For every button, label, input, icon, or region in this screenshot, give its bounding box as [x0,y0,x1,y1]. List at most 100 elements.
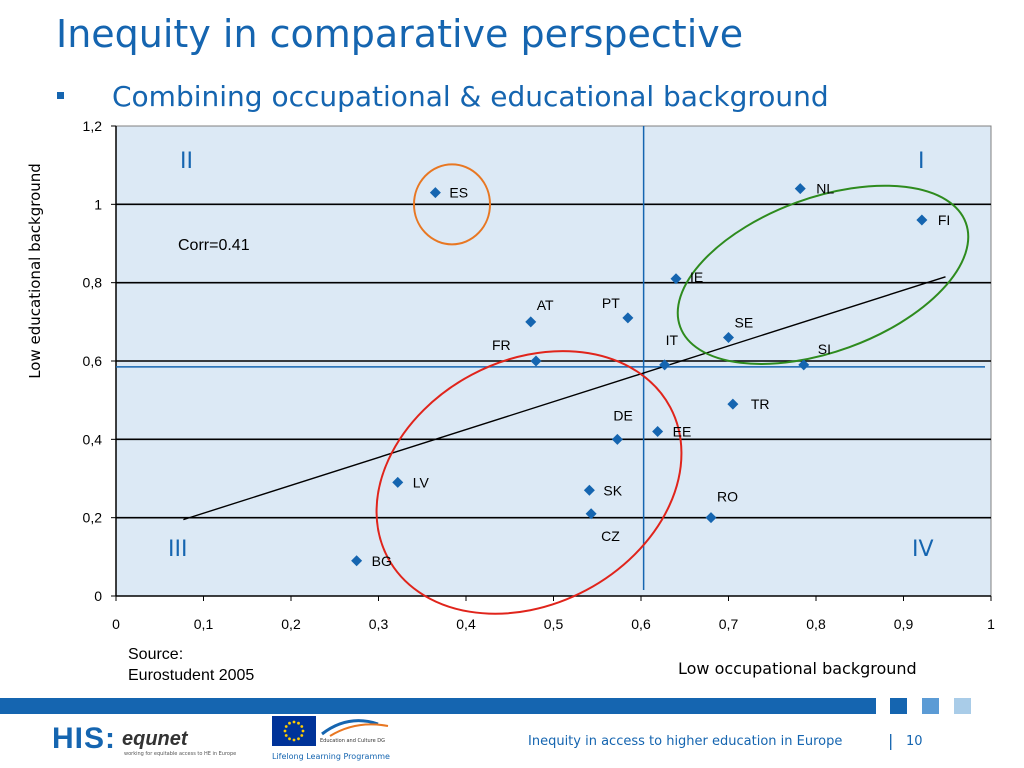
data-point-ro [705,512,717,524]
point-label-es: ES [449,185,468,201]
point-label-cz: CZ [601,528,620,544]
point-label-at: AT [537,297,554,313]
his-logo-colon: : [105,722,117,755]
equnet-logo: equnet [122,728,188,750]
quadrant-label-ii: II [180,149,193,174]
eu-star [292,738,296,742]
footer-square-medium [922,698,939,714]
point-label-ro: RO [717,489,738,505]
data-point-nl [794,183,806,195]
footer-square-dark [890,698,907,714]
data-point-cz [585,508,597,520]
data-point-at [525,316,537,328]
quadrant-label-i: I [918,149,925,174]
source-name: Eurostudent 2005 [128,667,255,684]
data-point-de [611,433,623,445]
y-tick-label: 0 [94,588,102,604]
slide-subtitle: Combining occupational & educational bac… [112,80,829,113]
eu-star [284,734,288,737]
bullet-icon [57,92,64,99]
point-label-pt: PT [602,295,620,311]
eu-star [288,721,291,725]
x-tick-label: 0 [112,616,120,632]
eu-programme-logo [318,716,394,746]
x-tick-label: 0,2 [281,616,301,632]
x-tick-label: 0,9 [894,616,914,632]
data-point-es [429,187,441,199]
eu-star [283,729,287,733]
x-tick-label: 0,6 [631,616,651,632]
eu-star [297,721,300,725]
data-point-pt [622,312,634,324]
data-point-si [798,359,810,371]
quadrant-label-iii: III [168,537,187,562]
footer-square-light [954,698,971,714]
correlation-annotation: Corr=0.41 [178,237,250,254]
data-point-fi [916,214,928,226]
x-tick-label: 0,7 [719,616,739,632]
x-tick-label: 1 [987,616,995,632]
his-logo-text: HIS [52,722,106,755]
y-axis-label: Low educational background [26,163,44,379]
point-label-se: SE [735,315,754,331]
highlight-circle-es [413,163,491,246]
footer-title: Inequity in access to higher education i… [528,734,843,749]
eu-star [292,720,296,724]
eu-star [297,737,300,741]
highlight-ellipse-bottom-left [375,350,683,615]
data-point-bg [351,555,363,567]
y-tick-label: 0,2 [83,510,103,526]
y-tick-label: 1,2 [83,118,103,134]
eu-star [301,729,305,733]
lifelong-learning-programme-text: Lifelong Learning Programme [272,752,390,761]
eu-flag-icon [272,716,316,746]
point-label-fr: FR [492,337,511,353]
point-label-ie: IE [690,269,703,285]
point-label-tr: TR [751,396,770,412]
point-label-sk: SK [603,482,622,498]
x-axis-label: Low occupational background [678,659,917,678]
source-label: Source: [128,646,184,663]
slide-title: Inequity in comparative perspective [56,12,744,56]
x-tick-label: 0,8 [806,616,826,632]
data-point-it [659,359,671,371]
y-tick-label: 1 [94,196,102,212]
x-tick-label: 0,5 [544,616,564,632]
footer-separator: | [888,731,894,750]
y-tick-label: 0,4 [83,431,103,447]
y-tick-label: 0,8 [83,275,103,291]
point-label-ee: EE [673,424,692,440]
his-logo: HIS: [52,722,116,756]
point-label-de: DE [613,407,632,423]
eu-star [288,737,291,741]
data-point-ee [652,426,664,437]
point-label-it: IT [666,332,679,348]
point-label-nl: NL [816,181,834,197]
data-point-fr [530,355,542,367]
data-point-ie [670,273,682,285]
data-point-se [723,332,734,343]
data-point-tr [727,398,739,410]
eu-star [300,734,304,737]
page-number: 10 [906,734,923,749]
scatter-chart: 0 0,2 0,4 0,6 0,8 1 1,2 0 0,1 0,2 0,3 0,4 0,5 0,6 0,7 0… [26,118,995,678]
quadrant-label-iv: IV [912,537,934,562]
eu-dg-text: Education and Culture DG [320,738,385,744]
y-tick-label: 0,6 [83,353,103,369]
eu-star [300,725,304,728]
highlight-ellipse-top-right [676,184,970,365]
footer-band [0,698,876,714]
point-label-bg: BG [372,553,392,569]
equnet-tagline: working for equitable access to HE in Eu… [124,751,237,757]
eu-star [284,725,288,728]
x-tick-label: 0,3 [369,616,389,632]
data-point-lv [392,476,404,488]
point-label-lv: LV [413,474,430,490]
trend-line [183,276,946,521]
point-label-si: SI [818,341,831,357]
point-label-fi: FI [938,212,950,228]
source-note: Source: Eurostudent 2005 [128,644,254,686]
x-tick-label: 0,1 [194,616,214,632]
data-point-sk [583,484,595,496]
x-tick-label: 0,4 [456,616,476,632]
